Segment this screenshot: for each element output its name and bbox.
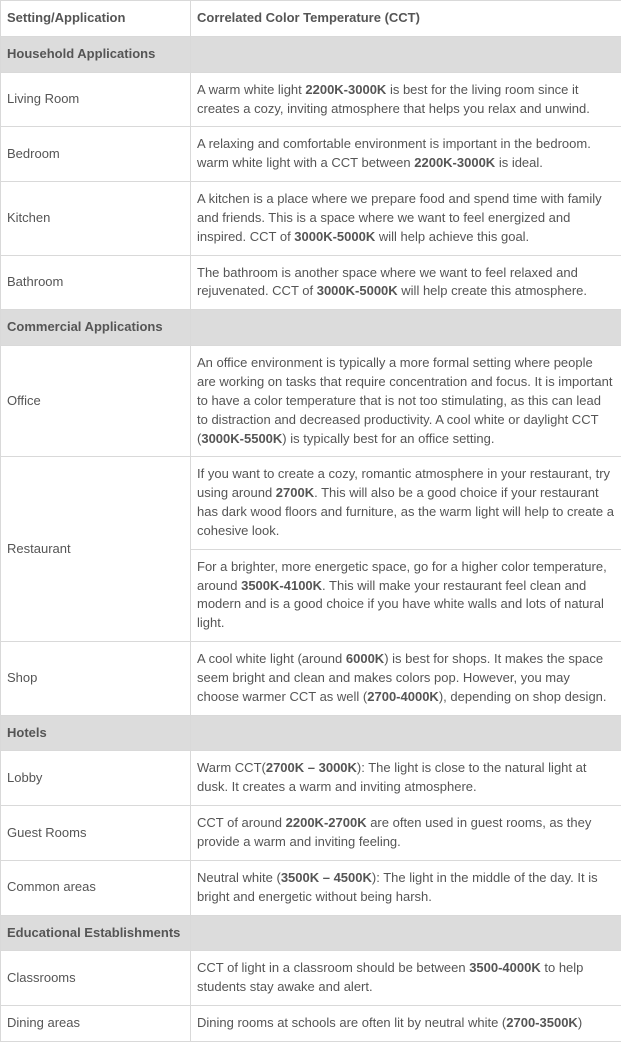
setting-cell: Bedroom <box>1 127 191 182</box>
cct-description-cell: A relaxing and comfortable environment i… <box>191 127 621 182</box>
cct-description-cell: The bathroom is another space where we w… <box>191 255 621 310</box>
section-header-row: Hotels <box>1 715 621 751</box>
cct-value: 3500-4000K <box>469 960 541 975</box>
cct-description-cell: For a brighter, more energetic space, go… <box>191 549 621 641</box>
cct-description-cell: A warm white light 2200K-3000K is best f… <box>191 72 621 127</box>
cct-value: 3000K-5000K <box>317 283 398 298</box>
table-row: RestaurantIf you want to create a cozy, … <box>1 457 621 549</box>
section-empty-cell <box>191 715 621 751</box>
cct-description-cell: CCT of around 2200K-2700K are often used… <box>191 806 621 861</box>
section-empty-cell <box>191 915 621 951</box>
cct-description-cell: A cool white light (around 6000K) is bes… <box>191 642 621 716</box>
section-header-row: Commercial Applications <box>1 310 621 346</box>
cct-value: 2700-4000K <box>367 689 439 704</box>
cct-value: 2700-3500K <box>506 1015 578 1030</box>
table-row: ClassroomsCCT of light in a classroom sh… <box>1 951 621 1006</box>
cct-value: 3500K – 4500K <box>281 870 372 885</box>
table-row: Dining areasDining rooms at schools are … <box>1 1006 621 1042</box>
cct-value: 2200K-3000K <box>305 82 386 97</box>
cct-value: 2200K-2700K <box>286 815 367 830</box>
cct-value: 6000K <box>346 651 384 666</box>
table-row: OfficeAn office environment is typically… <box>1 346 621 457</box>
cct-value: 2700K – 3000K <box>266 760 357 775</box>
setting-cell: Classrooms <box>1 951 191 1006</box>
section-header-row: Educational Establishments <box>1 915 621 951</box>
section-title: Hotels <box>1 715 191 751</box>
table-row: Common areasNeutral white (3500K – 4500K… <box>1 860 621 915</box>
setting-cell: Office <box>1 346 191 457</box>
cct-description-cell: Dining rooms at schools are often lit by… <box>191 1006 621 1042</box>
section-header-row: Household Applications <box>1 36 621 72</box>
setting-cell: Common areas <box>1 860 191 915</box>
cct-description-cell: A kitchen is a place where we prepare fo… <box>191 182 621 256</box>
table-row: LobbyWarm CCT(2700K – 3000K): The light … <box>1 751 621 806</box>
setting-cell: Shop <box>1 642 191 716</box>
cct-description-cell: An office environment is typically a mor… <box>191 346 621 457</box>
setting-cell: Bathroom <box>1 255 191 310</box>
cct-value: 2700K <box>276 485 314 500</box>
cct-value: 3500K-4100K <box>241 578 322 593</box>
setting-cell: Lobby <box>1 751 191 806</box>
setting-cell: Restaurant <box>1 457 191 642</box>
cct-description-cell: Warm CCT(2700K – 3000K): The light is cl… <box>191 751 621 806</box>
cct-value: 2200K-3000K <box>414 155 495 170</box>
header-setting: Setting/Application <box>1 1 191 37</box>
section-empty-cell <box>191 310 621 346</box>
cct-description-cell: Neutral white (3500K – 4500K): The light… <box>191 860 621 915</box>
cct-value: 3000K-5000K <box>294 229 375 244</box>
cct-description-cell: If you want to create a cozy, romantic a… <box>191 457 621 549</box>
setting-cell: Guest Rooms <box>1 806 191 861</box>
setting-cell: Living Room <box>1 72 191 127</box>
cct-table: Setting/Application Correlated Color Tem… <box>0 0 621 1042</box>
setting-cell: Dining areas <box>1 1006 191 1042</box>
table-row: Living RoomA warm white light 2200K-3000… <box>1 72 621 127</box>
section-title: Educational Establishments <box>1 915 191 951</box>
section-empty-cell <box>191 36 621 72</box>
cct-value: 3000K-5500K <box>201 431 282 446</box>
table-row: KitchenA kitchen is a place where we pre… <box>1 182 621 256</box>
setting-cell: Kitchen <box>1 182 191 256</box>
section-title: Household Applications <box>1 36 191 72</box>
cct-description-cell: CCT of light in a classroom should be be… <box>191 951 621 1006</box>
table-header-row: Setting/Application Correlated Color Tem… <box>1 1 621 37</box>
header-cct: Correlated Color Temperature (CCT) <box>191 1 621 37</box>
section-title: Commercial Applications <box>1 310 191 346</box>
table-row: BathroomThe bathroom is another space wh… <box>1 255 621 310</box>
table-row: ShopA cool white light (around 6000K) is… <box>1 642 621 716</box>
table-row: BedroomA relaxing and comfortable enviro… <box>1 127 621 182</box>
table-row: Guest RoomsCCT of around 2200K-2700K are… <box>1 806 621 861</box>
